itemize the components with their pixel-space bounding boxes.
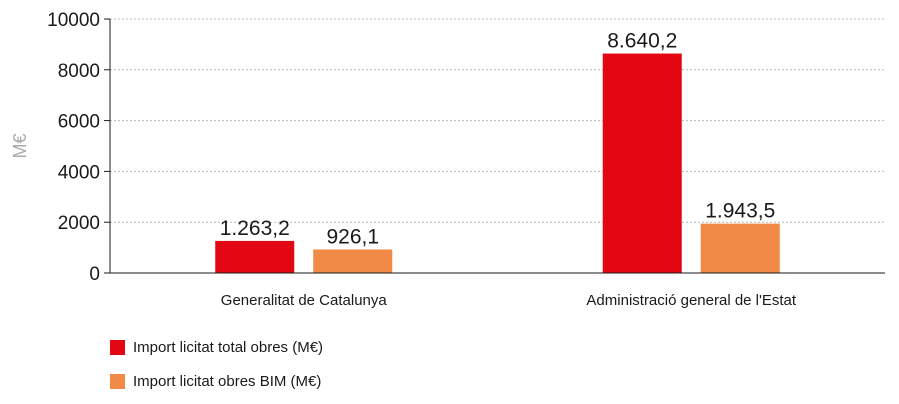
x-axis-categories: Generalitat de Catalunya Administració ge… [221,292,797,309]
x-category-label: Administració general de l'Estat [586,292,796,309]
bar-total-0 [215,240,295,273]
bar-chart: M€ 0 2000 4000 6000 8000 10000 1.263,2 926,1 8.… [10,10,885,309]
bar-total-1 [602,53,682,273]
gridlines [110,18,885,223]
data-labels: 1.263,2 926,1 8.640,2 1.943,5 [220,30,776,249]
data-label: 1.943,5 [705,200,775,223]
legend: Import licitat total obres (M€) Import l… [110,336,323,404]
legend-swatch-total [110,339,125,355]
legend-swatch-bim [110,373,125,389]
y-tick-label: 2000 [58,213,100,234]
bars [215,53,780,273]
legend-item-bim: Import licitat obres BIM (M€) [110,370,323,392]
y-tick-label: 10000 [47,10,100,31]
legend-label-bim: Import licitat obres BIM (M€) [133,372,322,390]
bar-bim-0 [313,249,393,273]
y-tick-label: 0 [89,264,100,285]
legend-item-total: Import licitat total obres (M€) [110,336,323,358]
y-tick-label: 8000 [58,61,100,82]
y-axis-label: M€ [10,133,30,158]
y-tick-label: 4000 [58,162,100,183]
y-tick-label: 6000 [58,112,100,133]
legend-label-total: Import licitat total obres (M€) [133,338,324,356]
y-axis-ticks: 0 2000 4000 6000 8000 10000 [47,10,110,285]
x-category-label: Generalitat de Catalunya [221,292,388,309]
data-label: 926,1 [326,225,379,248]
data-label: 1.263,2 [220,217,290,240]
bar-bim-1 [700,223,780,273]
axes [109,19,885,274]
data-label: 8.640,2 [607,30,677,53]
